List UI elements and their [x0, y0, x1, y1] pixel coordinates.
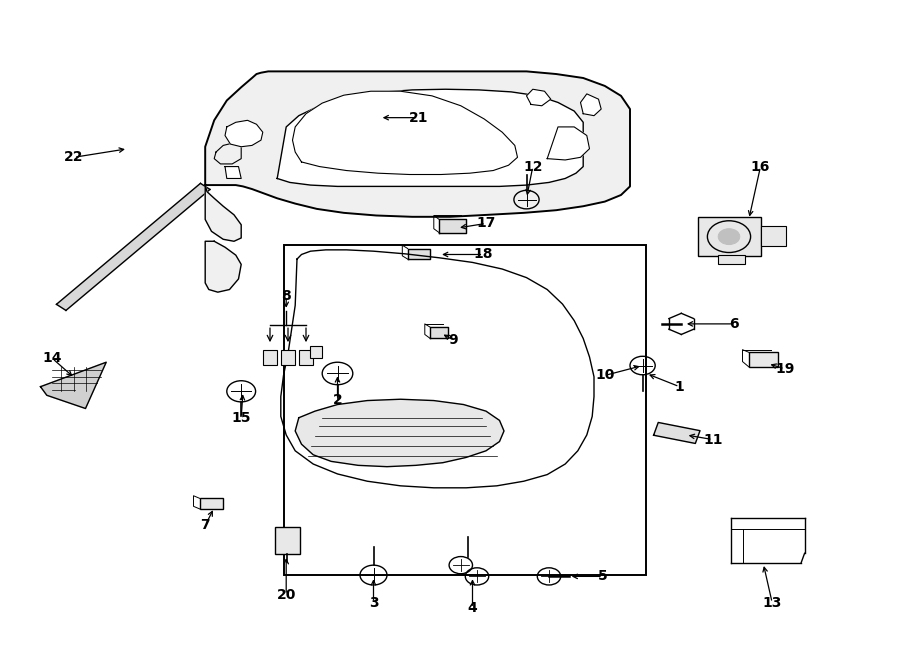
Text: 12: 12 — [523, 159, 543, 174]
Polygon shape — [205, 185, 241, 241]
Bar — [274, 527, 300, 554]
Text: 15: 15 — [231, 410, 251, 425]
Polygon shape — [205, 71, 630, 217]
Bar — [698, 217, 760, 256]
Text: 1: 1 — [675, 379, 684, 394]
Text: 9: 9 — [448, 332, 457, 347]
Polygon shape — [225, 167, 241, 178]
Text: 11: 11 — [703, 432, 723, 447]
Polygon shape — [547, 127, 590, 160]
Polygon shape — [439, 219, 466, 233]
Text: 17: 17 — [476, 216, 496, 231]
Text: 3: 3 — [369, 596, 378, 610]
Circle shape — [718, 229, 740, 245]
Text: 5: 5 — [598, 569, 608, 584]
Polygon shape — [653, 422, 700, 444]
Text: 19: 19 — [775, 362, 795, 376]
Bar — [281, 350, 295, 365]
Text: 8: 8 — [282, 289, 291, 303]
Text: 21: 21 — [409, 110, 428, 125]
Text: 7: 7 — [201, 518, 210, 533]
Bar — [284, 245, 646, 575]
Polygon shape — [526, 89, 551, 106]
Polygon shape — [580, 94, 601, 116]
Text: 18: 18 — [473, 247, 493, 262]
Text: 20: 20 — [276, 588, 296, 602]
Text: 2: 2 — [333, 393, 342, 407]
Bar — [760, 226, 786, 246]
Polygon shape — [292, 91, 518, 175]
Bar — [749, 352, 778, 367]
Text: 13: 13 — [762, 596, 782, 610]
Polygon shape — [57, 183, 210, 311]
Polygon shape — [295, 399, 504, 467]
Bar — [200, 498, 223, 509]
Polygon shape — [205, 241, 241, 292]
Polygon shape — [40, 362, 106, 408]
Text: 16: 16 — [751, 159, 770, 174]
Text: 6: 6 — [729, 317, 738, 331]
Bar — [299, 350, 313, 365]
Bar — [310, 346, 322, 358]
Polygon shape — [225, 120, 263, 147]
Text: 10: 10 — [595, 368, 615, 383]
Bar — [263, 350, 277, 365]
Polygon shape — [430, 327, 448, 338]
Text: 22: 22 — [64, 150, 84, 165]
Text: 4: 4 — [468, 601, 477, 615]
Polygon shape — [277, 89, 583, 186]
Polygon shape — [408, 249, 430, 259]
Text: 14: 14 — [42, 351, 62, 366]
Bar — [718, 255, 745, 264]
